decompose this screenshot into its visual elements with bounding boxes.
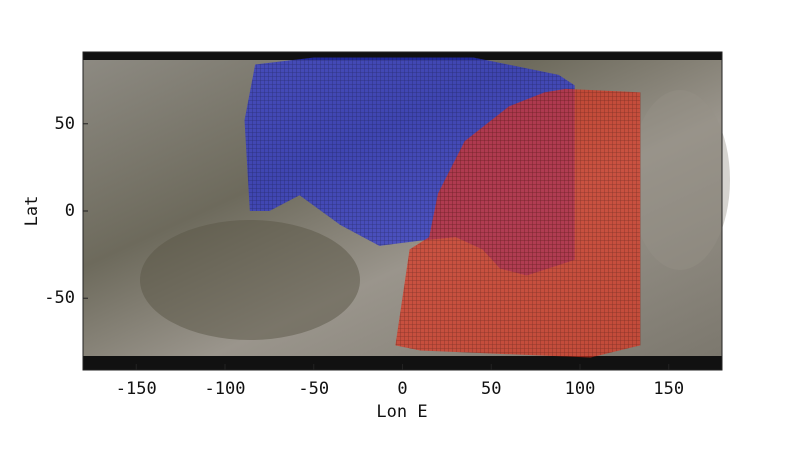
x-tick-label: -50 (298, 379, 329, 399)
map-shading (630, 90, 730, 270)
x-axis-label: Lon E (376, 402, 427, 422)
x-tick-label: 100 (565, 379, 596, 399)
y-axis-label: Lat (22, 196, 42, 227)
x-tick-label: 50 (481, 379, 501, 399)
x-tick-label: -100 (205, 379, 246, 399)
map-shading (140, 220, 360, 340)
y-tick-label: -50 (44, 288, 75, 308)
x-tick-label: 0 (397, 379, 407, 399)
y-tick-label: 0 (65, 201, 75, 221)
x-tick-label: 150 (653, 379, 684, 399)
coverage-mesh (395, 88, 641, 358)
y-tick-label: 50 (55, 114, 75, 134)
x-tick-label: -150 (116, 379, 157, 399)
